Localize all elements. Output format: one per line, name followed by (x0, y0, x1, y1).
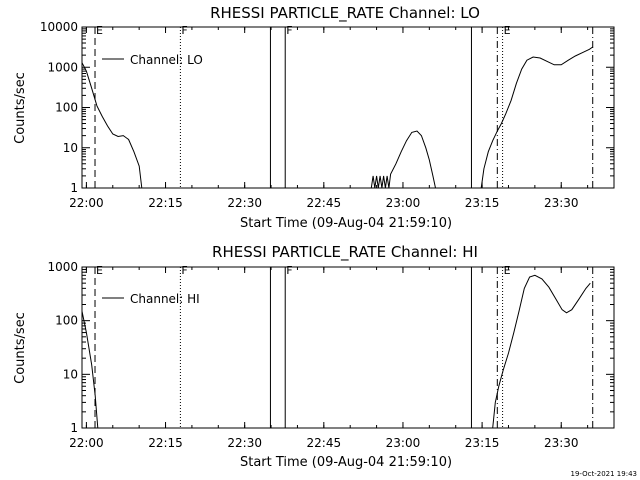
lo-y-tick-label: 1000 (47, 60, 78, 74)
lo-legend-label: Channel: LO (130, 53, 203, 67)
lo-plot-frame (81, 26, 615, 189)
lo-y-tick-label: 100 (55, 101, 78, 115)
hi-x-tick-label: 23:30 (544, 436, 579, 450)
hi-x-tick-label: 22:30 (227, 436, 262, 450)
hi-plot-frame (81, 266, 615, 429)
hi-x-tick-label: 22:45 (307, 436, 342, 450)
hi-x-tick-label: 23:15 (465, 436, 500, 450)
hi-marker-label: F (181, 264, 187, 277)
lo-x-tick-label: 22:15 (148, 196, 183, 210)
hi-series-line (492, 274, 591, 429)
lo-x-tick-label: 22:00 (69, 196, 104, 210)
hi-legend: Channel: HI (102, 292, 200, 306)
hi-y-tick-label: 100 (55, 314, 78, 328)
lo-y-tick-label: 1 (70, 181, 78, 195)
lo-channel-panel: RHESSI PARTICLE_RATE Channel: LO Start T… (13, 4, 615, 231)
hi-y-tick-label: 1000 (47, 260, 78, 274)
hi-y-axis-label: Counts/sec (13, 312, 28, 384)
hi-marker-label: E (504, 264, 511, 277)
lo-chart-title: RHESSI PARTICLE_RATE Channel: LO (210, 4, 480, 23)
hi-y-tick-label: 1 (70, 421, 78, 435)
lo-marker-label: F (181, 24, 187, 37)
hi-marker-label: E (96, 264, 103, 277)
lo-y-tick-label: 10000 (40, 20, 78, 34)
hi-channel-panel: RHESSI PARTICLE_RATE Channel: HI Start T… (13, 243, 615, 470)
hi-x-tick-label: 22:00 (69, 436, 104, 450)
lo-y-axis-label: Counts/sec (13, 72, 28, 144)
hi-y-tick-label: 10 (63, 367, 78, 381)
lo-x-axis-label: Start Time (09-Aug-04 21:59:10) (240, 216, 452, 231)
lo-legend: Channel: LO (102, 53, 203, 67)
lo-x-tick-label: 23:15 (465, 196, 500, 210)
hi-marker-label: F (286, 264, 292, 277)
lo-x-tick-label: 23:00 (386, 196, 421, 210)
hi-legend-label: Channel: HI (130, 292, 200, 306)
hi-x-axis-label: Start Time (09-Aug-04 21:59:10) (240, 455, 452, 470)
hi-series-line (81, 311, 99, 429)
lo-x-tick-label: 22:30 (227, 196, 262, 210)
date-stamp: 19-Oct-2021 19:43 (571, 470, 637, 478)
lo-y-tick-label: 10 (63, 141, 78, 155)
lo-series-line (370, 130, 436, 189)
lo-x-tick-label: 23:30 (544, 196, 579, 210)
lo-series-line (480, 46, 594, 189)
lo-marker-label: E (504, 24, 511, 37)
hi-x-tick-label: 23:00 (386, 436, 421, 450)
hi-x-tick-label: 22:15 (148, 436, 183, 450)
hi-chart-title: RHESSI PARTICLE_RATE Channel: HI (212, 243, 478, 262)
lo-marker-label: E (96, 24, 103, 37)
lo-x-tick-label: 22:45 (307, 196, 342, 210)
lo-series-line (81, 62, 143, 189)
lo-marker-label: F (286, 24, 292, 37)
